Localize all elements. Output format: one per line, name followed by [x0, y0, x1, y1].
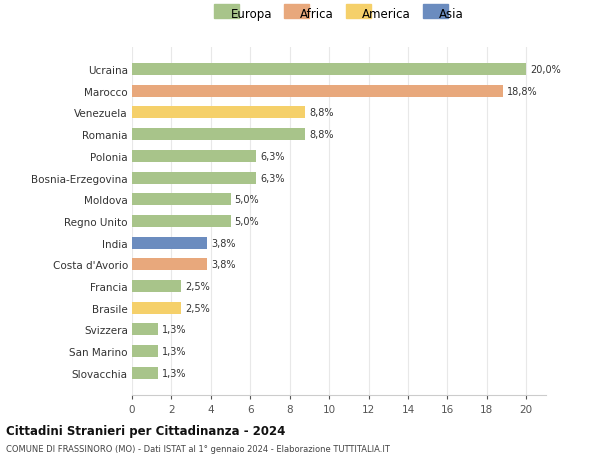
Text: 8,8%: 8,8%: [310, 108, 334, 118]
Text: 1,3%: 1,3%: [161, 325, 186, 335]
Text: 2,5%: 2,5%: [185, 281, 210, 291]
Text: 8,8%: 8,8%: [310, 130, 334, 140]
Text: 2,5%: 2,5%: [185, 303, 210, 313]
Text: 1,3%: 1,3%: [161, 347, 186, 356]
Bar: [132, 85, 503, 97]
Text: 1,3%: 1,3%: [161, 368, 186, 378]
Bar: [132, 194, 230, 206]
Bar: [132, 107, 305, 119]
Bar: [132, 129, 305, 141]
Bar: [132, 151, 256, 162]
Text: 5,0%: 5,0%: [235, 217, 259, 226]
Text: COMUNE DI FRASSINORO (MO) - Dati ISTAT al 1° gennaio 2024 - Elaborazione TUTTITA: COMUNE DI FRASSINORO (MO) - Dati ISTAT a…: [6, 444, 390, 453]
Bar: [132, 367, 158, 379]
Bar: [132, 280, 181, 292]
Text: Cittadini Stranieri per Cittadinanza - 2024: Cittadini Stranieri per Cittadinanza - 2…: [6, 424, 286, 437]
Text: 20,0%: 20,0%: [530, 65, 561, 75]
Legend: Europa, Africa, America, Asia: Europa, Africa, America, Asia: [212, 6, 467, 23]
Bar: [132, 259, 207, 271]
Text: 6,3%: 6,3%: [260, 151, 284, 162]
Text: 5,0%: 5,0%: [235, 195, 259, 205]
Text: 3,8%: 3,8%: [211, 238, 235, 248]
Bar: [132, 237, 207, 249]
Text: 18,8%: 18,8%: [506, 87, 537, 96]
Text: 6,3%: 6,3%: [260, 173, 284, 183]
Bar: [132, 64, 526, 76]
Bar: [132, 324, 158, 336]
Bar: [132, 346, 158, 358]
Bar: [132, 216, 230, 227]
Bar: [132, 302, 181, 314]
Text: 3,8%: 3,8%: [211, 260, 235, 270]
Bar: [132, 172, 256, 184]
